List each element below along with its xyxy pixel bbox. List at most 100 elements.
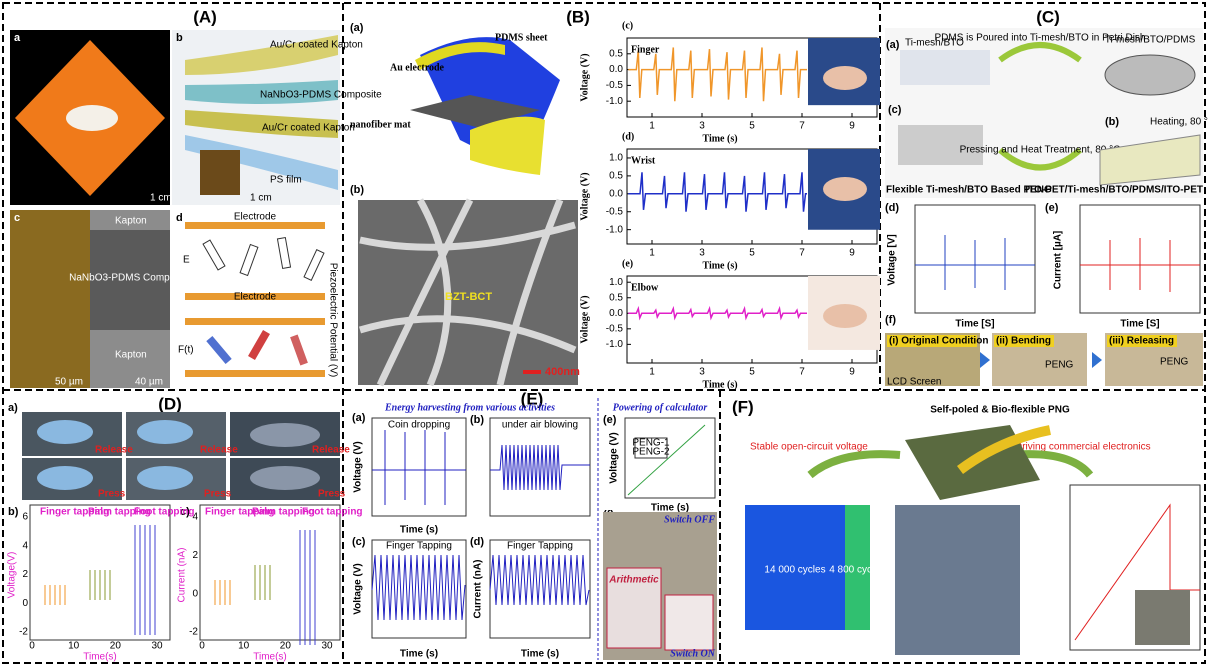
fibers (358, 198, 577, 387)
caption: Switch ON (670, 648, 716, 659)
x-tick-label: 1 (649, 121, 655, 132)
dipoles (206, 330, 308, 366)
y-tick-label: -0.5 (606, 323, 624, 334)
axis-label: Current (nA) (177, 547, 188, 602)
x-tick-label: 7 (799, 367, 805, 378)
photo (200, 150, 240, 195)
layer-label: Kapton (115, 216, 147, 227)
panel-label: (F) (732, 397, 754, 416)
axis-label: Piezoelectric Potential (V) (327, 263, 338, 378)
panel-label: (C) (1036, 7, 1060, 26)
scale: 50 µm (55, 377, 83, 388)
plot-title: Finger Tapping (386, 541, 452, 552)
sub-label: a) (8, 402, 18, 414)
sub-label: (d) (470, 536, 484, 548)
callout: PDMS sheet (495, 32, 548, 43)
sub-label: (d) (622, 131, 634, 142)
layer-label: Kapton (115, 350, 147, 361)
layer-label: NaNbO3-PDMS Composite (69, 273, 191, 284)
axis-label: Time (s) (400, 649, 438, 660)
panel-label: (E) (521, 389, 544, 408)
sub-label: (f) (885, 314, 896, 326)
y-tick-label: -0.5 (606, 80, 624, 91)
caption: Press (318, 489, 346, 500)
series-line (628, 172, 807, 212)
sub-label: b) (8, 506, 19, 518)
y-tick-label: 0.5 (609, 292, 623, 303)
x-tick-label: 9 (849, 367, 855, 378)
x-axis-label: Time (s) (702, 133, 737, 144)
sub-label: c (14, 212, 20, 224)
scale: 1 cm (150, 193, 172, 204)
caption: (ii) Bending (996, 336, 1051, 347)
arrow (1092, 352, 1102, 368)
layer-label: Ti-mesh/BTO (905, 38, 964, 49)
sub-label: (a) (886, 39, 900, 51)
sub-label: (e) (603, 414, 617, 426)
caption: Press (204, 489, 232, 500)
signal (372, 430, 466, 505)
x-tick-label: 0 (29, 641, 35, 652)
signal (915, 235, 1035, 290)
legend: Palm tapping (252, 507, 315, 518)
heading: Powering of calculator (613, 402, 708, 413)
electrode (957, 425, 1051, 475)
step-label: Pressing and Heat Treatment, 80 °C (960, 145, 1121, 156)
scale-bar (523, 370, 541, 374)
y-tick-label: 2 (22, 569, 28, 580)
photo (1135, 590, 1190, 645)
y-tick-label: -1.0 (606, 339, 624, 350)
plot-frame (29, 504, 171, 641)
y-tick-label: -1.0 (606, 96, 624, 107)
caption: Switch OFF (664, 514, 715, 525)
x-tick-label: 1 (649, 367, 655, 378)
field-label: E (183, 255, 190, 266)
calculator (664, 594, 714, 651)
sub-label: (e) (1045, 202, 1059, 214)
glove (37, 420, 93, 444)
callout: nanofiber mat (350, 119, 411, 130)
y-tick-label: 0 (22, 598, 28, 609)
x-tick-label: 30 (321, 641, 333, 652)
caption-bg (994, 335, 1054, 347)
cycles-block (745, 505, 845, 630)
step-label: Heating, 80 °C (1150, 117, 1208, 128)
x-tick-label: 7 (799, 121, 805, 132)
signal (371, 554, 466, 621)
x-tick-label: 20 (280, 641, 292, 652)
layer-label: Electrode (234, 292, 277, 303)
signal (44, 585, 66, 605)
force-label: F(t) (178, 345, 194, 356)
electrode (185, 293, 325, 300)
axis-label: Voltage (V) (609, 432, 620, 483)
cycles-label: 4 800 cycles (829, 565, 885, 576)
y-axis-label: Voltage (V) (579, 53, 590, 101)
x-tick-label: 9 (849, 121, 855, 132)
y-tick-label: 0.5 (609, 171, 623, 182)
signal (254, 565, 271, 600)
caption: Release (312, 445, 350, 456)
electrode (185, 222, 325, 229)
sub-label: a (14, 32, 21, 44)
sub-label: (a) (350, 22, 364, 34)
arrow (807, 450, 901, 479)
composite-layer (90, 230, 170, 330)
x-tick-label: 1 (649, 248, 655, 259)
layer (185, 135, 338, 190)
series-line (628, 47, 807, 102)
plot-title: Coin dropping (388, 420, 450, 431)
caption: (iii) Releasing (1109, 336, 1174, 347)
y-tick-label: 0.0 (609, 188, 623, 199)
electrode (470, 116, 545, 175)
sub-label: d (176, 212, 183, 224)
x-tick-label: 9 (849, 248, 855, 259)
plot-frame (624, 417, 716, 499)
device (898, 125, 983, 165)
hand (823, 177, 867, 201)
caption: Driving commercial electronics (1015, 442, 1151, 453)
x-tick-label: 10 (68, 641, 80, 652)
layer (185, 110, 338, 138)
sub-label: (b) (470, 414, 484, 426)
legend: Finger tapping (205, 507, 274, 518)
